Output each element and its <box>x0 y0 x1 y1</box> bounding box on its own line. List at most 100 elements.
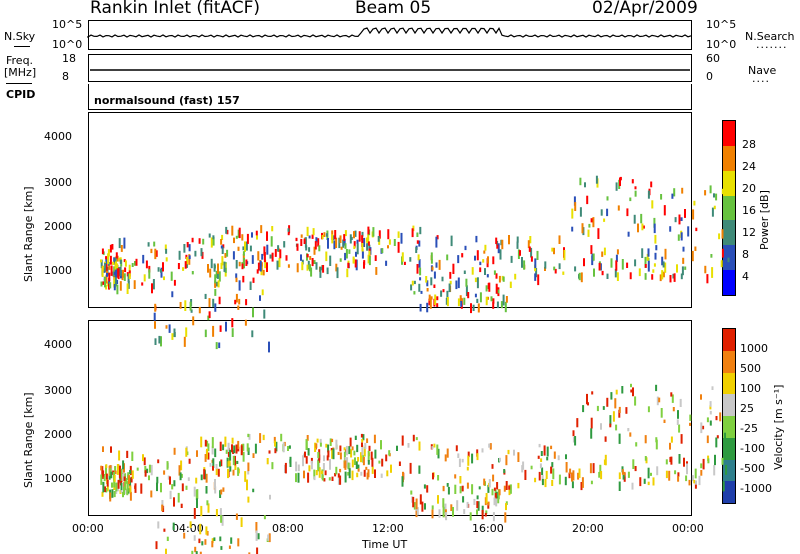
velocity-streak <box>537 455 540 459</box>
power-streak <box>352 258 355 263</box>
power-streak <box>438 259 441 270</box>
velocity-streak <box>201 541 204 546</box>
power-streak <box>580 272 583 283</box>
velocity-streak <box>102 470 105 477</box>
power-streak <box>483 250 486 254</box>
velocity-streak <box>181 483 184 492</box>
velocity-streak <box>368 445 371 451</box>
velocity-streak <box>221 515 224 526</box>
cpid-value: normalsound (fast) 157 <box>94 94 240 107</box>
velocity-streak <box>437 448 440 459</box>
nave-dots: .... <box>752 72 770 85</box>
power-streak <box>235 273 238 279</box>
nave-tick-bottom: 0 <box>706 70 713 83</box>
velocity-streak <box>161 500 164 509</box>
nave-label: Nave <box>748 64 777 77</box>
velocity-streak <box>669 442 671 450</box>
power-streak <box>124 267 127 273</box>
power-streak <box>303 238 306 244</box>
velocity-streak <box>163 528 166 532</box>
power-streak <box>238 227 241 239</box>
velocity-streak <box>200 505 203 517</box>
power-streak <box>718 233 721 240</box>
velocity-streak <box>237 440 240 449</box>
velocity-streak <box>454 474 457 479</box>
power-streak <box>244 241 246 252</box>
power-streak <box>409 257 412 262</box>
velocity-streak <box>668 470 671 481</box>
power-streak <box>173 328 176 337</box>
power-streak <box>252 277 255 283</box>
velocity-streak <box>235 444 238 454</box>
velocity-streak <box>273 436 276 444</box>
velocity-streak <box>268 533 271 543</box>
velocity-streak <box>248 434 251 440</box>
power-streak <box>343 238 346 246</box>
velocity-streak <box>255 522 258 533</box>
velocity-streak <box>331 449 334 459</box>
velocity-streak <box>129 477 132 486</box>
power-streak <box>226 249 229 257</box>
colorbar-segment <box>723 437 735 460</box>
power-streak <box>615 260 618 271</box>
velocity-streak <box>166 461 169 470</box>
power-streak <box>704 265 707 274</box>
velocity-streak <box>367 469 370 478</box>
velocity-streak <box>410 490 413 495</box>
velocity-streak <box>113 479 116 488</box>
velocity-streak <box>259 433 262 443</box>
power-streak <box>467 292 470 299</box>
power-streak <box>650 181 653 188</box>
power-streak <box>213 263 216 272</box>
velocity-streak <box>552 468 555 480</box>
power-streak <box>245 241 248 251</box>
power-streak <box>637 223 639 233</box>
velocity-streak <box>140 483 143 494</box>
velocity-streak <box>689 422 691 426</box>
power-streak <box>212 235 215 240</box>
power-streak <box>687 226 690 237</box>
power-streak <box>495 283 498 294</box>
velocity-streak <box>316 438 319 443</box>
velocity-streak <box>590 428 593 439</box>
velocity-streak <box>131 451 134 461</box>
colorbar-segment <box>723 121 735 146</box>
velocity-streak <box>599 464 602 474</box>
velocity-streak <box>374 469 376 478</box>
power-streak <box>325 233 328 237</box>
velocity-streak <box>445 512 448 521</box>
power-streak <box>133 280 136 289</box>
velocity-streak <box>577 472 580 480</box>
power-streak <box>101 248 104 255</box>
power-streak <box>534 258 537 269</box>
power-streak <box>278 257 281 268</box>
velocity-streak <box>129 486 132 493</box>
colorbar-segment <box>723 372 735 395</box>
power-streak <box>660 194 663 200</box>
velocity-streak <box>650 472 652 476</box>
power-streak <box>101 266 104 277</box>
power-streak <box>283 241 286 248</box>
velocity-streak <box>118 469 121 479</box>
power-streak <box>673 188 676 197</box>
velocity-streak <box>505 455 508 466</box>
velocity-streak <box>550 445 553 450</box>
velocity-streak <box>493 487 496 491</box>
power-streak <box>105 264 108 272</box>
velocity-streak <box>627 428 630 432</box>
velocity-streak <box>191 550 194 554</box>
velocity-streak <box>596 405 599 412</box>
velocity-streak <box>143 457 146 466</box>
power-streak <box>502 276 505 282</box>
power-streak <box>335 263 338 272</box>
velocity-streak <box>256 547 259 554</box>
velocity-streak <box>144 470 147 477</box>
velocity-streak <box>362 457 365 466</box>
velocity-streak <box>123 476 126 482</box>
power-streak <box>178 250 181 260</box>
velocity-streak <box>247 496 250 503</box>
velocity-streak <box>683 457 685 467</box>
velocity-streak <box>304 451 306 458</box>
velocity-ytick-2000: 2000 <box>44 428 72 441</box>
power-streak <box>331 234 334 244</box>
